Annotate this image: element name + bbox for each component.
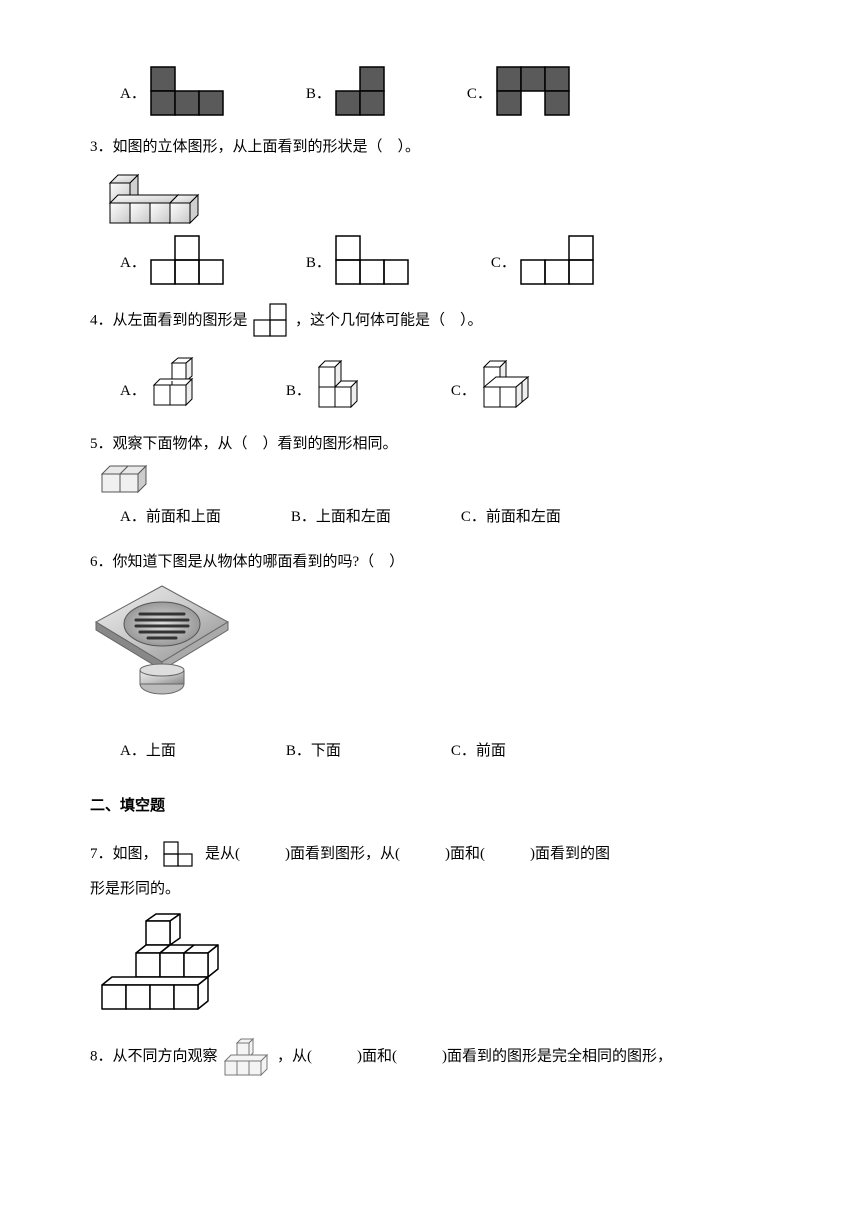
q5-option-a: A．前面和上面: [120, 504, 221, 531]
q7-line2: 形是形同的。: [90, 876, 770, 903]
shape-outline-b: [335, 235, 411, 285]
q4-inline-shape: [253, 303, 289, 339]
opt-text: A．前面和上面: [120, 504, 221, 531]
q7-before: 7．如图，: [90, 846, 158, 862]
q3-option-b: B．: [306, 235, 411, 285]
q8-after: ，从( )面和( )面看到的图形是完全相同的图形，: [277, 1048, 672, 1064]
opt-text: C．前面: [451, 738, 506, 765]
shape-outline-a: [150, 235, 226, 285]
q6-option-a: A．上面: [120, 738, 176, 765]
cube-iso-a: [150, 357, 206, 413]
section2-title: 二、填空题: [90, 793, 770, 820]
q4-option-b: B．: [286, 357, 371, 413]
opt-text: A．上面: [120, 738, 176, 765]
q3-3d-figure: [100, 165, 770, 225]
q6-text: 6．你知道下图是从物体的哪面看到的吗?（ ）: [90, 549, 770, 576]
shape-L-dark-a: [150, 66, 226, 116]
q6-options: A．上面 B．下面 C．前面: [120, 738, 770, 765]
opt-label: B．: [306, 250, 331, 285]
q5-option-b: B．上面和左面: [291, 504, 391, 531]
q5-option-c: C．前面和左面: [461, 504, 561, 531]
q3-option-a: A．: [120, 235, 226, 285]
q2-option-b: B．: [306, 66, 387, 116]
opt-label: C．: [467, 81, 492, 116]
opt-text: B．下面: [286, 738, 341, 765]
q4-option-a: A．: [120, 357, 206, 413]
q6-option-b: B．下面: [286, 738, 341, 765]
q3-options: A． B． C．: [120, 235, 770, 285]
q2-option-a: A．: [120, 66, 226, 116]
q4-after: ，这个几何体可能是（ ）。: [295, 312, 483, 328]
opt-label: A．: [120, 378, 146, 413]
q5-text: 5．观察下面物体，从（ ）看到的图形相同。: [90, 431, 770, 458]
shape-P-dark-b: [335, 66, 387, 116]
q7-line1: 7．如图， 是从( )面看到图形，从( )面和( )面看到的图: [90, 836, 770, 872]
shape-outline-c: [520, 235, 596, 285]
q6-drain-figure: [90, 584, 240, 714]
q7-3d-figure: [100, 913, 770, 1023]
q3-text: 3．如图的立体图形，从上面看到的形状是（ ）。: [90, 134, 770, 161]
q7-after: 是从( )面看到图形，从( )面和( )面看到的图: [205, 846, 610, 862]
opt-label: C．: [491, 250, 516, 285]
q8-text: 8．从不同方向观察 ，从( )面和( )面看到的图形是完全相同的图形，: [90, 1037, 770, 1077]
q4-option-c: C．: [451, 357, 544, 413]
q3-option-c: C．: [491, 235, 596, 285]
opt-label: A．: [120, 250, 146, 285]
opt-label: C．: [451, 378, 476, 413]
opt-label: B．: [306, 81, 331, 116]
q8-inline-shape: [223, 1037, 271, 1077]
q4-before: 4．从左面看到的图形是: [90, 312, 248, 328]
opt-text: C．前面和左面: [461, 504, 561, 531]
q5-figure: [100, 462, 770, 494]
q5-options: A．前面和上面 B．上面和左面 C．前面和左面: [120, 504, 770, 531]
opt-label: A．: [120, 81, 146, 116]
shape-U-dark-c: [496, 66, 572, 116]
cube-iso-c: [480, 357, 544, 413]
cube-iso-b: [315, 357, 371, 413]
opt-text: B．上面和左面: [291, 504, 391, 531]
opt-label: B．: [286, 378, 311, 413]
q8-before: 8．从不同方向观察: [90, 1048, 218, 1064]
q7-inline-shape: [163, 841, 199, 869]
q2-option-c: C．: [467, 66, 572, 116]
q4-options: A． B．: [120, 357, 770, 413]
q2-options: A． B． C．: [120, 66, 770, 116]
q4-text: 4．从左面看到的图形是 ，这个几何体可能是（ ）。: [90, 303, 770, 339]
q6-option-c: C．前面: [451, 738, 506, 765]
